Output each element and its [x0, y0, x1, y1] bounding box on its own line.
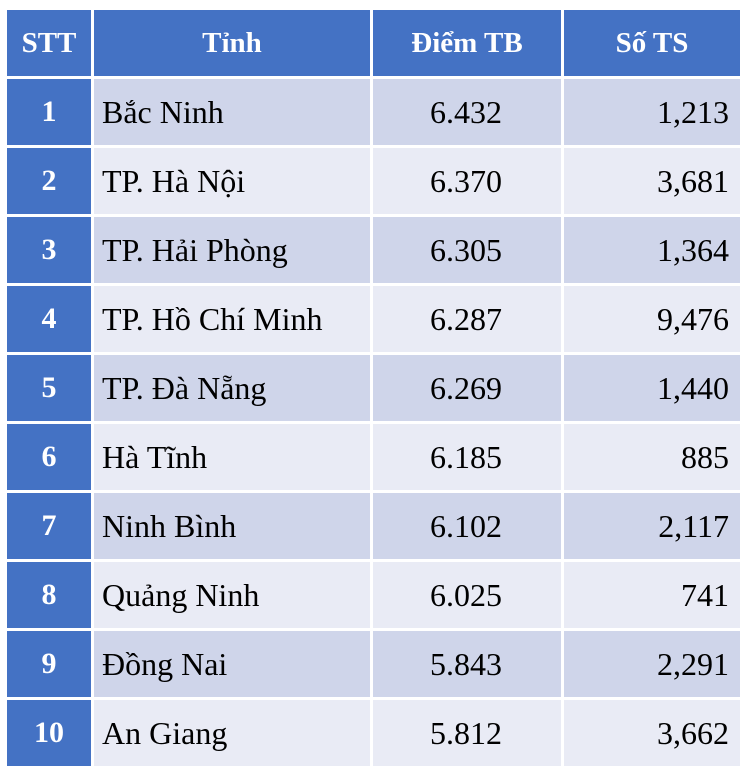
- table-row: 7 Ninh Bình 6.102 2,117: [4, 490, 743, 562]
- table-row: 3 TP. Hải Phòng 6.305 1,364: [4, 214, 743, 286]
- cell-candidate-count: 1,213: [561, 76, 743, 148]
- table-row: 10 An Giang 5.812 3,662: [4, 697, 743, 769]
- cell-candidate-count: 741: [561, 559, 743, 631]
- ranking-table: STT Tỉnh Điểm TB Số TS 1 Bắc Ninh 6.432 …: [4, 7, 743, 769]
- cell-stt: 3: [4, 214, 94, 286]
- cell-stt: 9: [4, 628, 94, 700]
- header-candidate-count: Số TS: [561, 7, 743, 79]
- cell-average-score: 5.843: [370, 628, 564, 700]
- cell-candidate-count: 1,364: [561, 214, 743, 286]
- table-row: 6 Hà Tĩnh 6.185 885: [4, 421, 743, 493]
- cell-province: TP. Hồ Chí Minh: [91, 283, 373, 355]
- cell-province: TP. Hải Phòng: [91, 214, 373, 286]
- cell-stt: 2: [4, 145, 94, 217]
- cell-average-score: 6.185: [370, 421, 564, 493]
- cell-province: Quảng Ninh: [91, 559, 373, 631]
- cell-province: Đồng Nai: [91, 628, 373, 700]
- cell-province: TP. Đà Nẵng: [91, 352, 373, 424]
- table-row: 4 TP. Hồ Chí Minh 6.287 9,476: [4, 283, 743, 355]
- cell-province: An Giang: [91, 697, 373, 769]
- table-row: 9 Đồng Nai 5.843 2,291: [4, 628, 743, 700]
- ranking-table-container: STT Tỉnh Điểm TB Số TS 1 Bắc Ninh 6.432 …: [4, 7, 743, 769]
- cell-average-score: 6.102: [370, 490, 564, 562]
- cell-stt: 4: [4, 283, 94, 355]
- table-body: 1 Bắc Ninh 6.432 1,213 2 TP. Hà Nội 6.37…: [4, 76, 743, 769]
- header-average-score: Điểm TB: [370, 7, 564, 79]
- header-row: STT Tỉnh Điểm TB Số TS: [4, 7, 743, 79]
- cell-stt: 1: [4, 76, 94, 148]
- table-header: STT Tỉnh Điểm TB Số TS: [4, 7, 743, 79]
- cell-candidate-count: 885: [561, 421, 743, 493]
- cell-province: Bắc Ninh: [91, 76, 373, 148]
- cell-candidate-count: 3,681: [561, 145, 743, 217]
- cell-stt: 6: [4, 421, 94, 493]
- table-row: 5 TP. Đà Nẵng 6.269 1,440: [4, 352, 743, 424]
- header-stt: STT: [4, 7, 94, 79]
- cell-average-score: 6.025: [370, 559, 564, 631]
- header-province: Tỉnh: [91, 7, 373, 79]
- cell-candidate-count: 3,662: [561, 697, 743, 769]
- cell-stt: 8: [4, 559, 94, 631]
- cell-average-score: 6.432: [370, 76, 564, 148]
- table-row: 2 TP. Hà Nội 6.370 3,681: [4, 145, 743, 217]
- cell-candidate-count: 9,476: [561, 283, 743, 355]
- cell-average-score: 6.370: [370, 145, 564, 217]
- table-row: 8 Quảng Ninh 6.025 741: [4, 559, 743, 631]
- cell-average-score: 6.287: [370, 283, 564, 355]
- cell-candidate-count: 2,291: [561, 628, 743, 700]
- cell-stt: 7: [4, 490, 94, 562]
- table-row: 1 Bắc Ninh 6.432 1,213: [4, 76, 743, 148]
- cell-province: Ninh Bình: [91, 490, 373, 562]
- cell-stt: 10: [4, 697, 94, 769]
- cell-candidate-count: 1,440: [561, 352, 743, 424]
- cell-average-score: 6.305: [370, 214, 564, 286]
- cell-province: Hà Tĩnh: [91, 421, 373, 493]
- cell-average-score: 5.812: [370, 697, 564, 769]
- cell-candidate-count: 2,117: [561, 490, 743, 562]
- cell-stt: 5: [4, 352, 94, 424]
- cell-average-score: 6.269: [370, 352, 564, 424]
- cell-province: TP. Hà Nội: [91, 145, 373, 217]
